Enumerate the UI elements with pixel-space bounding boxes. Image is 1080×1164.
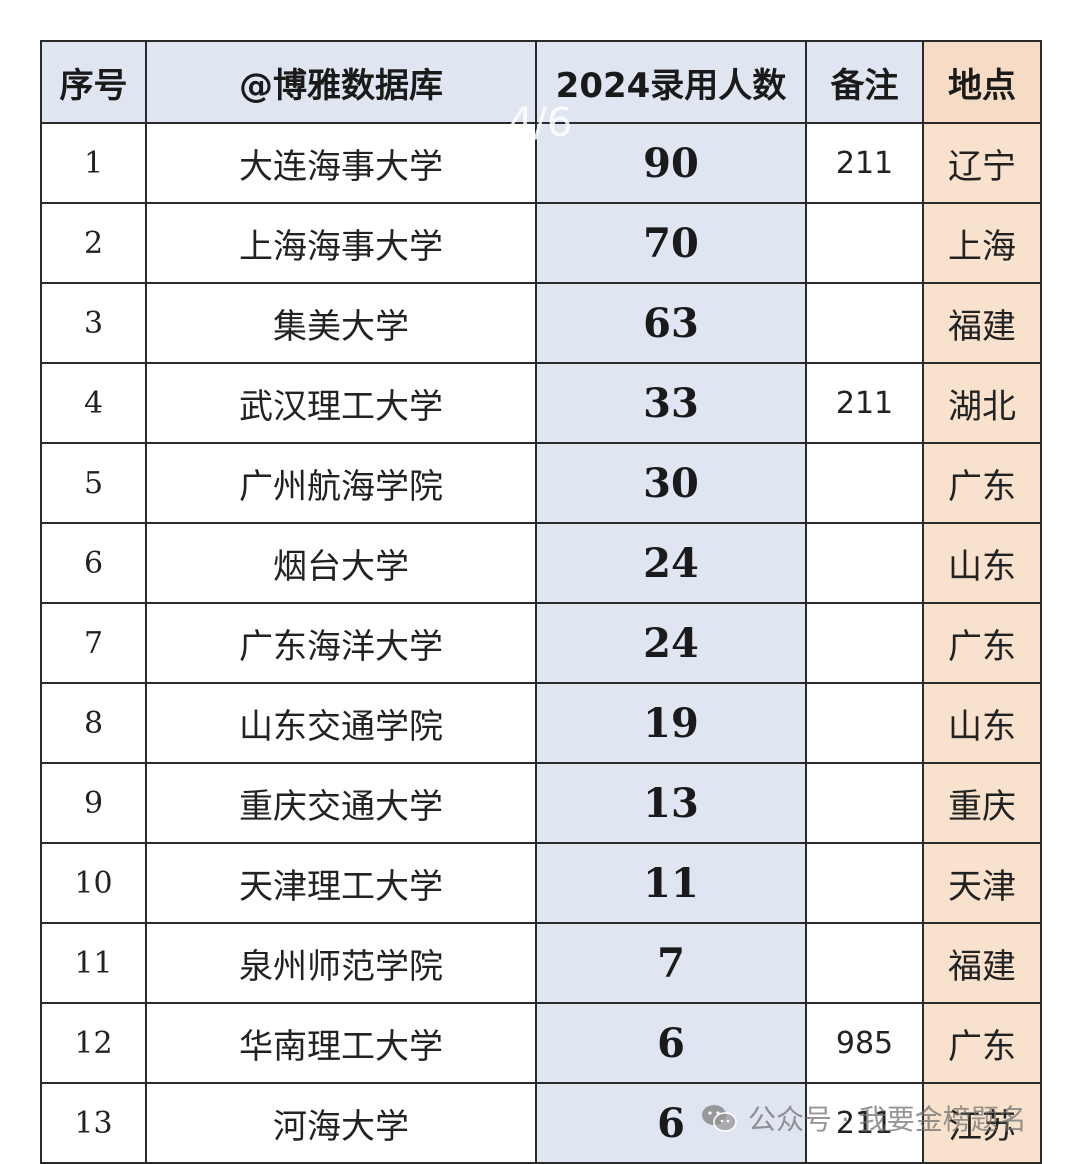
table-row: 9 重庆交通大学 13 重庆 [40, 762, 1042, 844]
cell-school: 烟台大学 [145, 522, 537, 604]
table-row: 5 广州航海学院 30 广东 [40, 442, 1042, 524]
cell-count: 24 [535, 522, 807, 604]
table-row: 13 河海大学 6 211 江苏 [40, 1082, 1042, 1164]
cell-index: 5 [40, 442, 147, 524]
cell-school: 广东海洋大学 [145, 602, 537, 684]
cell-location: 福建 [922, 282, 1042, 364]
cell-note [805, 922, 924, 1004]
cell-note: 985 [805, 1002, 924, 1084]
cell-index: 2 [40, 202, 147, 284]
cell-count: 70 [535, 202, 807, 284]
table-row: 4 武汉理工大学 33 211 湖北 [40, 362, 1042, 444]
cell-note [805, 522, 924, 604]
header-location: 地点 [922, 40, 1042, 124]
cell-count: 19 [535, 682, 807, 764]
cell-count: 30 [535, 442, 807, 524]
cell-index: 9 [40, 762, 147, 844]
cell-location: 山东 [922, 682, 1042, 764]
admission-table: 序号 @博雅数据库 2024录用人数 备注 地点 1 大连海事大学 90 211 辽宁 2… [40, 40, 1042, 1164]
cell-location: 湖北 [922, 362, 1042, 444]
cell-count: 90 [535, 122, 807, 204]
cell-school: 武汉理工大学 [145, 362, 537, 444]
cell-index: 3 [40, 282, 147, 364]
header-school: @博雅数据库 [145, 40, 537, 124]
cell-school: 山东交通学院 [145, 682, 537, 764]
cell-index: 8 [40, 682, 147, 764]
admission-table-container: 序号 @博雅数据库 2024录用人数 备注 地点 1 大连海事大学 90 211 辽宁 2… [40, 40, 1042, 1164]
table-row: 1 大连海事大学 90 211 辽宁 [40, 122, 1042, 204]
cell-school: 大连海事大学 [145, 122, 537, 204]
cell-count: 11 [535, 842, 807, 924]
cell-index: 1 [40, 122, 147, 204]
cell-location: 广东 [922, 442, 1042, 524]
table-row: 2 上海海事大学 70 上海 [40, 202, 1042, 284]
cell-note: 211 [805, 1082, 924, 1164]
cell-count: 7 [535, 922, 807, 1004]
cell-index: 10 [40, 842, 147, 924]
table-row: 11 泉州师范学院 7 福建 [40, 922, 1042, 1004]
cell-note [805, 602, 924, 684]
cell-index: 7 [40, 602, 147, 684]
cell-index: 6 [40, 522, 147, 604]
cell-count: 24 [535, 602, 807, 684]
table-row: 10 天津理工大学 11 天津 [40, 842, 1042, 924]
cell-location: 重庆 [922, 762, 1042, 844]
cell-index: 13 [40, 1082, 147, 1164]
cell-location: 辽宁 [922, 122, 1042, 204]
cell-school: 河海大学 [145, 1082, 537, 1164]
cell-note [805, 762, 924, 844]
cell-school: 广州航海学院 [145, 442, 537, 524]
cell-school: 集美大学 [145, 282, 537, 364]
cell-note [805, 842, 924, 924]
header-index: 序号 [40, 40, 147, 124]
table-row: 6 烟台大学 24 山东 [40, 522, 1042, 604]
page-indicator: 4/6 [508, 100, 573, 146]
cell-note: 211 [805, 122, 924, 204]
header-count: 2024录用人数 [535, 40, 807, 124]
watermark: 公众号 · 我要金榜题名 [700, 1098, 1027, 1138]
wechat-icon [700, 1103, 738, 1133]
cell-note: 211 [805, 362, 924, 444]
cell-index: 12 [40, 1002, 147, 1084]
table-header-row: 序号 @博雅数据库 2024录用人数 备注 地点 [40, 40, 1042, 124]
cell-note [805, 282, 924, 364]
cell-count: 63 [535, 282, 807, 364]
cell-school: 天津理工大学 [145, 842, 537, 924]
cell-location: 广东 [922, 1002, 1042, 1084]
cell-index: 4 [40, 362, 147, 444]
table-row: 7 广东海洋大学 24 广东 [40, 602, 1042, 684]
table-body: 1 大连海事大学 90 211 辽宁 2 上海海事大学 70 上海 3 集美大学 63 福建 4 武汉理工大… [40, 122, 1042, 1164]
table-row: 12 华南理工大学 6 985 广东 [40, 1002, 1042, 1084]
cell-note [805, 202, 924, 284]
cell-index: 11 [40, 922, 147, 1004]
table-row: 3 集美大学 63 福建 [40, 282, 1042, 364]
cell-count: 6 [535, 1082, 807, 1164]
cell-note [805, 682, 924, 764]
cell-location: 天津 [922, 842, 1042, 924]
cell-count: 33 [535, 362, 807, 444]
cell-count: 13 [535, 762, 807, 844]
cell-location: 上海 [922, 202, 1042, 284]
cell-school: 泉州师范学院 [145, 922, 537, 1004]
cell-location: 山东 [922, 522, 1042, 604]
cell-location: 广东 [922, 602, 1042, 684]
table-row: 8 山东交通学院 19 山东 [40, 682, 1042, 764]
cell-school: 重庆交通大学 [145, 762, 537, 844]
header-note: 备注 [805, 40, 924, 124]
cell-school: 华南理工大学 [145, 1002, 537, 1084]
cell-count: 6 [535, 1002, 807, 1084]
cell-location: 福建 [922, 922, 1042, 1004]
cell-school: 上海海事大学 [145, 202, 537, 284]
cell-note [805, 442, 924, 524]
watermark-text: 公众号 · 我要金榜题名 [748, 1103, 1027, 1136]
